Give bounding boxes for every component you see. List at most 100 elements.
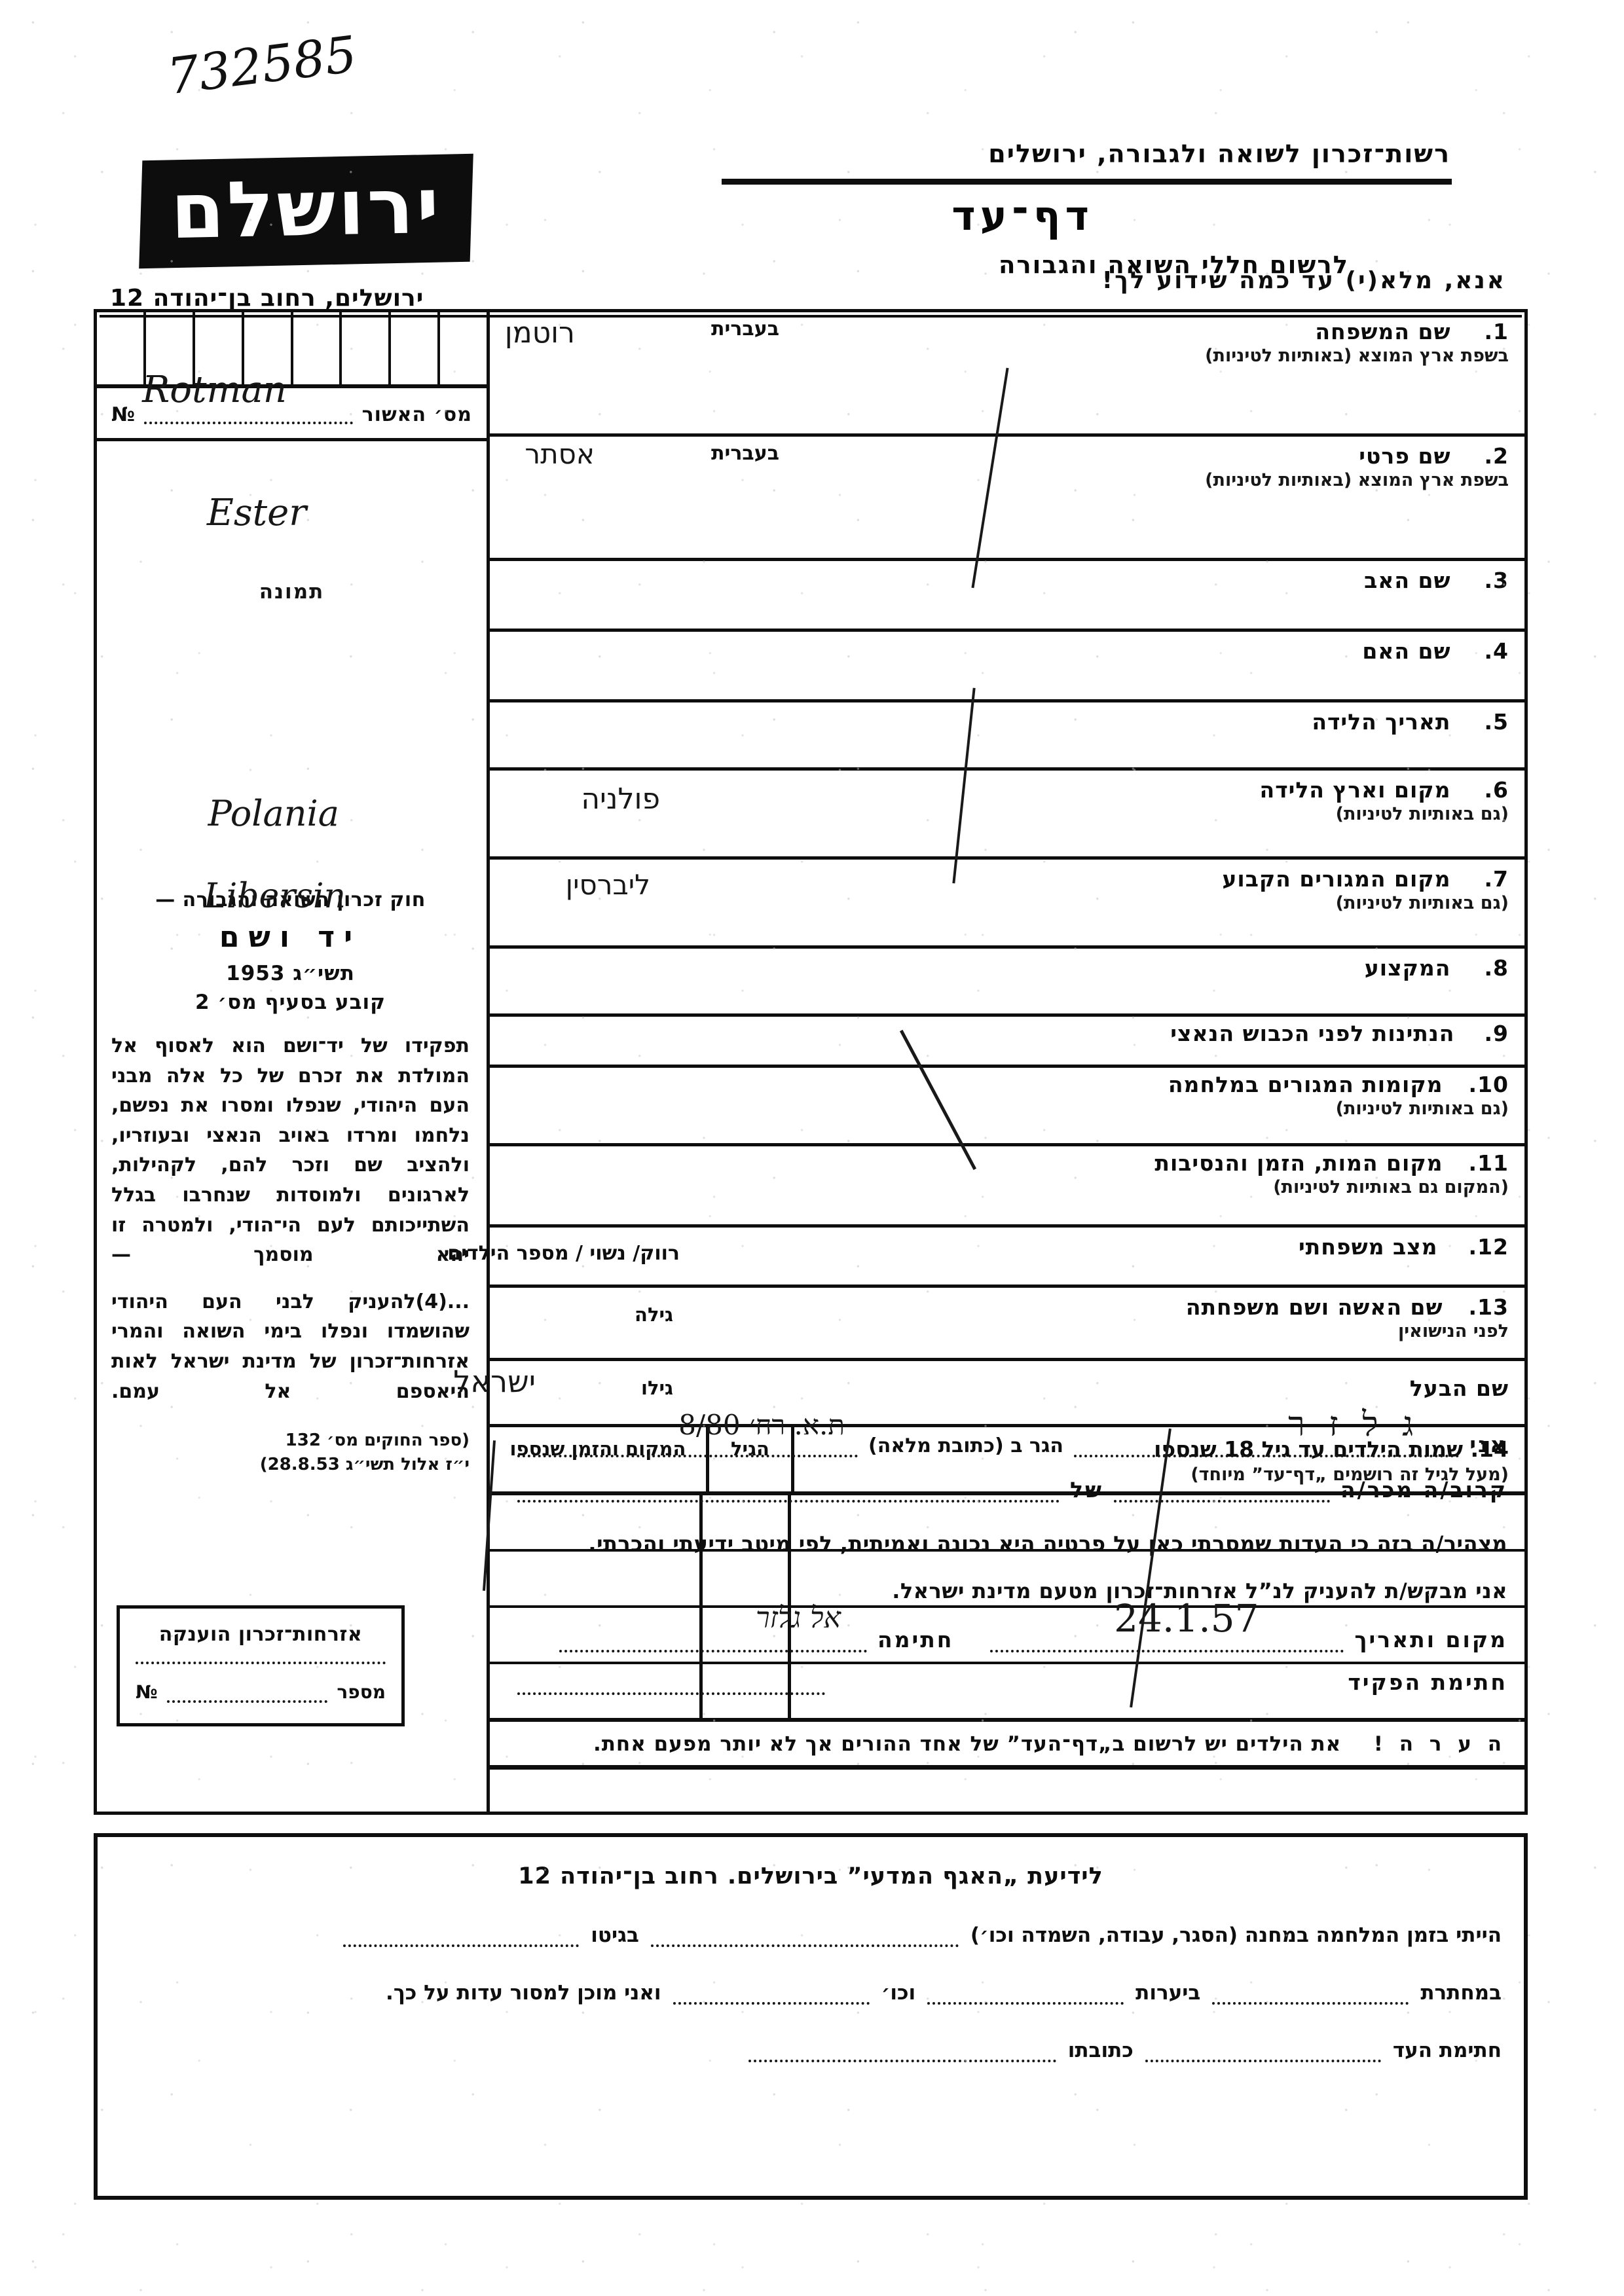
handwritten-date: 24.1.57: [1114, 1596, 1259, 1641]
official-signature-input[interactable]: [517, 1673, 825, 1695]
declarant-relation-line: קרוב/ה מכר/ה של: [507, 1477, 1507, 1503]
underground-input[interactable]: [1212, 1985, 1409, 2005]
field-value-occupation[interactable]: [490, 949, 791, 1013]
declarant-address-input[interactable]: ת.א. רח׳ 8/80: [517, 1409, 858, 1457]
law-body-paragraph-2: ...(4)להעניק לבני העם היהודי שהושמדו ונפ…: [111, 1290, 470, 1403]
field-row-family-name: 1. שם המשפחה בשפת ארץ המוצא (באותיות לטי…: [142, 312, 1524, 437]
field-row-wartime-residences: 10. מקומות המגורים במלחמה (גם באותיות לט…: [490, 1068, 1524, 1146]
ghetto-input[interactable]: [343, 1927, 580, 1947]
field-row-first-name: 2. שם פרטי בשפת ארץ המוצא (באותיות לטיני…: [207, 437, 1524, 561]
declarant-relation-label: קרוב/ה מכר/ה: [1340, 1477, 1507, 1503]
camp-input[interactable]: [650, 1927, 959, 1947]
field-row-birth-place: 6. מקום וארץ הלידה (גם באותיות לטיניות) …: [208, 771, 1524, 860]
law-citation-line-2: י״ז אלול תשי״ג 28.8.53): [259, 1454, 470, 1474]
children-note: ה ע ר ה ! את הילדים יש לרשום ב„דף־העד” ש…: [490, 1722, 1524, 1770]
field-row-occupation: 8. המקצוע: [490, 949, 1524, 1017]
field-value-marital-status[interactable]: רווק/ נשוי / מספר הילדים: [447, 1228, 791, 1285]
memorial-citizenship-box: אזרחות־זכרון הוענקה מספר №: [117, 1605, 405, 1726]
handwritten-hebrew-first-name: אסתר: [525, 438, 595, 470]
handwritten-latin-first-name: Ester: [206, 492, 306, 534]
field-value-death-details[interactable]: [490, 1146, 791, 1224]
field-label: שם האם: [1362, 638, 1451, 664]
yad-vashem-logo: ירושלם: [139, 153, 473, 269]
handwritten-signature: אל גלזר: [756, 1601, 841, 1635]
underground-label: במחתרת: [1420, 1981, 1502, 2005]
organization-name: רשות־זכרון לשואה ולגבורה, ירושלים: [988, 139, 1450, 168]
field-value-family-name[interactable]: בעברית רוטמן Rotman: [142, 312, 791, 433]
logo-text: ירושלם: [170, 160, 443, 256]
law-body-paragraph-1: תפקידו של יד־ושם הוא לאסוף אל המולדת את …: [111, 1034, 470, 1267]
witness-signature-label: חתימת העד: [1392, 2039, 1502, 2062]
forests-input[interactable]: [927, 1985, 1124, 2005]
declarant-name-input[interactable]: ג ל ז ר: [1074, 1405, 1460, 1457]
main-form-frame: מס׳ האשור № תמונה חוק זכרון השואה והגבור…: [94, 309, 1528, 1815]
numero-icon: №: [111, 403, 136, 426]
camp-line: הייתי בזמן המלחמה במחנה (הסגר, עבודה, הש…: [120, 1923, 1502, 1947]
declaration-request-statement: אני מבקש/ת להעניק לנ”ל אזרחות־זכרון מטעם…: [892, 1578, 1507, 1603]
field-value-father-name[interactable]: [490, 561, 791, 629]
field-label: שם המשפחה: [1315, 319, 1451, 344]
cert-digit-cell[interactable]: [97, 312, 143, 384]
field-label: המקצוע: [1364, 955, 1451, 981]
declarant-relation-input[interactable]: [1114, 1480, 1330, 1503]
handwritten-declarant-address: ת.א. רח׳ 8/80: [678, 1409, 845, 1441]
field-row-mother-name: 4. שם האם: [490, 632, 1524, 702]
place-date-input[interactable]: 24.1.57: [990, 1596, 1344, 1652]
camp-label: הייתי בזמן המלחמה במחנה (הסגר, עבודה, הש…: [970, 1923, 1502, 1947]
field-value-mother-name[interactable]: [490, 632, 791, 699]
field-value-birth-place[interactable]: פולניה Polania: [208, 771, 791, 856]
handwritten-hebrew-residence: ליברסין: [565, 869, 650, 901]
handwritten-latin-family-name: Rotman: [142, 369, 287, 411]
husband-age-label: גילו: [641, 1377, 673, 1399]
field-value-residence[interactable]: ליברסין Libersin: [204, 860, 791, 945]
cert-digit-cell[interactable]: [290, 312, 340, 384]
husband-name-label: שם הבעל: [1409, 1376, 1509, 1401]
willing-to-testify-label: ואני מוכן למסור עדות על כך.: [386, 1981, 661, 2005]
cert-digit-cell[interactable]: [388, 312, 437, 384]
field-value-birth-date[interactable]: [490, 702, 791, 767]
field-sublabel: בשפת ארץ המוצא (באותיות לטיניות): [1205, 470, 1509, 490]
field-row-nationality: 9. הנתינות לפני הכבוש הנאצי: [490, 1017, 1524, 1068]
masthead-divider: [722, 179, 1452, 185]
field-value-wife-name[interactable]: גילה: [490, 1288, 791, 1358]
official-signature-row: חתימת הפקיד: [507, 1669, 1507, 1695]
language-tag-hebrew: בעברית: [711, 318, 779, 340]
field-sublabel: (גם באותיות לטיניות): [1335, 1099, 1509, 1119]
plea-instruction: אנא, מלא(י) עד כמה שידוע לך!: [1101, 267, 1506, 294]
field-value-wartime-residences[interactable]: [490, 1068, 791, 1143]
memorial-citizenship-title: אזרחות־זכרון הוענקה: [158, 1623, 363, 1646]
cert-digit-cell[interactable]: [339, 312, 388, 384]
numero-icon: №: [136, 1681, 158, 1703]
field-value-nationality[interactable]: [490, 1017, 791, 1065]
declarant-line: אני ג ל ז ר הגר ב (כתובת מלאה) ת.א. רח׳ …: [507, 1405, 1507, 1457]
forests-label: ביערות: [1135, 1981, 1201, 2005]
photo-label: תמונה: [259, 580, 325, 604]
cert-digit-cell[interactable]: [437, 312, 487, 384]
field-number: 9.: [1484, 1021, 1509, 1046]
declarant-of-input[interactable]: [517, 1480, 1060, 1503]
photo-placeholder[interactable]: תמונה: [97, 441, 487, 742]
field-label: תאריך הלידה: [1312, 709, 1451, 735]
field-value-first-name[interactable]: בעברית אסתר Ester: [207, 437, 791, 558]
field-number: 6.: [1484, 777, 1509, 803]
etc-input[interactable]: [673, 1985, 870, 2005]
witness-signature-input[interactable]: [1145, 2043, 1381, 2062]
field-number: 3.: [1484, 568, 1509, 593]
left-column: מס׳ האשור № תמונה חוק זכרון השואה והגבור…: [97, 312, 487, 1812]
field-row-marital-status: 12. מצב משפחתי רווק/ נשוי / מספר הילדים: [447, 1228, 1524, 1288]
memorial-number-input[interactable]: [166, 1687, 328, 1703]
marital-status-options: רווק/ נשוי / מספר הילדים: [447, 1242, 680, 1265]
declarant-address-label: הגר ב (כתובת מלאה): [868, 1434, 1064, 1457]
declaration-section: אני ג ל ז ר הגר ב (כתובת מלאה) ת.א. רח׳ …: [490, 1405, 1524, 1695]
place-date-label: מקום ותאריך: [1354, 1627, 1507, 1652]
language-tag-hebrew: בעברית: [711, 442, 779, 465]
scientific-department-section: לידיעת „האגף המדעי” בירושלים. רחוב בן־יה…: [94, 1833, 1528, 2200]
witness-signature-line: חתימת העד כתובתו: [120, 2039, 1502, 2062]
field-label: שם פרטי: [1359, 443, 1451, 469]
witness-address-input[interactable]: [748, 2043, 1056, 2062]
field-number: 4.: [1484, 638, 1509, 664]
memorial-citizenship-number-row: מספר №: [136, 1681, 386, 1703]
field-row-father-name: 3. שם האב: [490, 561, 1524, 632]
signature-input[interactable]: אל גלזר: [559, 1601, 867, 1652]
